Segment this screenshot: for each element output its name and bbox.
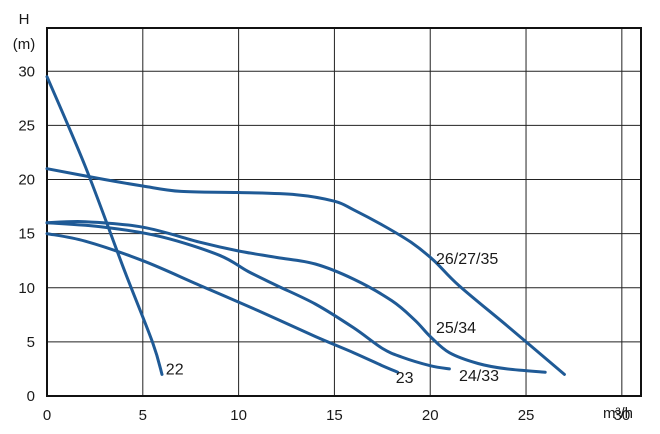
curve-label-22: 22 [166, 361, 184, 378]
y-tick-label: 5 [27, 334, 35, 351]
x-tick-label: 0 [43, 407, 51, 424]
x-tick-label: 5 [139, 407, 147, 424]
x-tick-label: 15 [326, 407, 343, 424]
curve-layer [45, 75, 566, 376]
curve-23 [45, 232, 400, 374]
y-tick-label: 20 [18, 172, 35, 189]
label-layer: 22 23 24/33 25/34 26/27/35 [166, 251, 499, 387]
plot-frame [46, 27, 642, 397]
y-tick-label: 30 [18, 63, 35, 80]
curve-label-23: 23 [396, 370, 414, 387]
curve-22 [45, 75, 164, 376]
x-tick-label: 25 [518, 407, 535, 424]
x-tick-label: 10 [230, 407, 247, 424]
y-tick-label: 0 [27, 388, 35, 405]
grid-layer [46, 27, 642, 397]
x-tick-label: 20 [422, 407, 439, 424]
y-axis-title-unit: (m) [13, 36, 36, 53]
y-tick-label: 25 [18, 117, 35, 134]
x-axis-title: m³/h [603, 405, 633, 422]
curve-label-26-27-35: 26/27/35 [436, 251, 498, 268]
y-axis-title-h: H [19, 11, 30, 28]
y-tick-label: 10 [18, 280, 35, 297]
curve-26-27-35 [45, 167, 566, 376]
curve-25-34 [45, 220, 547, 374]
x-tick-label: 30 [613, 407, 630, 424]
curve-label-24-33: 24/33 [459, 368, 499, 385]
curve-label-25-34: 25/34 [436, 320, 476, 337]
curve-24-33 [45, 221, 451, 371]
tick-layer: 0 5 10 15 20 25 30 0 5 10 15 20 25 30 [18, 63, 630, 424]
y-tick-label: 15 [18, 226, 35, 243]
